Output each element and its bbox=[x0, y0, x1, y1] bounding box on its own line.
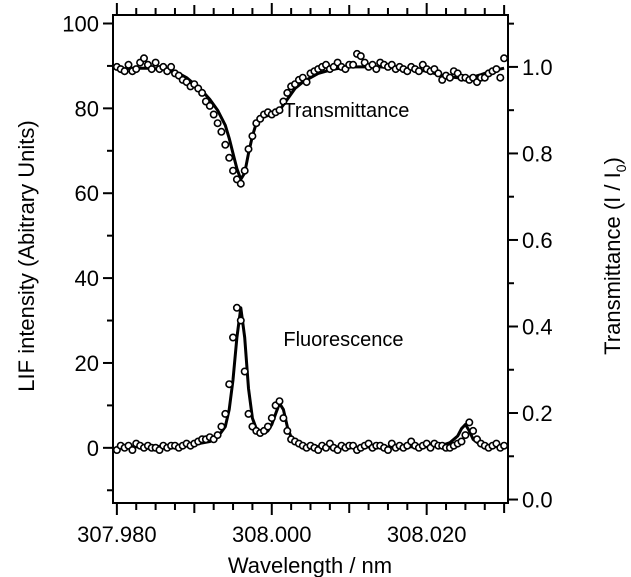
x-tick-label: 308.020 bbox=[387, 522, 467, 547]
transmittance-point bbox=[217, 127, 226, 136]
right-y-axis-title: Transmittance (I / I0) bbox=[600, 157, 629, 355]
transmittance-point bbox=[500, 54, 509, 63]
transmittance-point bbox=[445, 73, 454, 82]
fluorescence-point bbox=[229, 333, 238, 342]
fluorescence-point bbox=[128, 445, 137, 454]
transmittance-point bbox=[434, 69, 443, 78]
transmittance-point bbox=[275, 106, 284, 115]
right-y-axis-ticks: 0.0 0.2 0.4 0.6 0.8 1.0 bbox=[508, 22, 553, 513]
fluorescence-point bbox=[469, 426, 478, 435]
left-y-tick-label: 0 bbox=[87, 436, 99, 461]
plot-frame bbox=[112, 14, 509, 504]
transmittance-point bbox=[356, 52, 365, 61]
fluorescence-point bbox=[500, 441, 509, 450]
transmittance-point bbox=[225, 153, 234, 162]
transmittance-point bbox=[492, 65, 501, 74]
fluorescence-point bbox=[225, 380, 234, 389]
transmittance-point bbox=[496, 73, 505, 82]
x-axis-title: Wavelength / nm bbox=[228, 553, 392, 577]
fluorescence-point bbox=[465, 418, 474, 427]
transmittance-point bbox=[372, 65, 381, 74]
right-y-tick-label: 1.0 bbox=[522, 55, 553, 80]
right-y-tick-label: 0.8 bbox=[522, 141, 553, 166]
left-y-tick-label: 80 bbox=[75, 96, 99, 121]
transmittance-point bbox=[132, 65, 141, 74]
fluorescence-point bbox=[232, 303, 241, 312]
left-y-axis-title: LIF intensity (Abitrary Units) bbox=[14, 120, 39, 391]
right-y-tick-label: 0.0 bbox=[522, 488, 553, 513]
annotation-fluorescence: Fluorescence bbox=[283, 329, 403, 351]
fluorescence-point bbox=[267, 414, 276, 423]
fluorescence-point bbox=[236, 316, 245, 325]
right-y-axis-title-close: ) bbox=[600, 157, 625, 164]
transmittance-point bbox=[120, 67, 129, 76]
left-y-tick-label: 40 bbox=[75, 266, 99, 291]
transmittance-point bbox=[414, 67, 423, 76]
fluorescence-point bbox=[240, 367, 249, 376]
right-y-axis-title-main: Transmittance (I / I bbox=[600, 172, 625, 355]
data-points bbox=[112, 49, 509, 454]
transmittance-point bbox=[147, 65, 156, 74]
transmittance-point bbox=[167, 62, 176, 71]
fit-curves bbox=[116, 65, 505, 449]
fluorescence-point bbox=[275, 397, 284, 406]
right-y-tick-label: 0.2 bbox=[522, 401, 553, 426]
transmittance-point bbox=[240, 166, 249, 175]
transmittance-point bbox=[221, 140, 230, 149]
fluorescence-point bbox=[383, 445, 392, 454]
fluorescence-point bbox=[283, 426, 292, 435]
transmittance-point bbox=[151, 58, 160, 67]
transmittance-point bbox=[198, 88, 207, 97]
right-y-tick-label: 0.4 bbox=[522, 314, 553, 339]
transmittance-point bbox=[140, 54, 149, 63]
transmittance-point bbox=[205, 101, 214, 110]
right-y-tick-label: 0.6 bbox=[522, 228, 553, 253]
fluorescence-point bbox=[221, 409, 230, 418]
transmittance-point bbox=[209, 110, 218, 119]
right-y-axis-title-subscript: 0 bbox=[613, 164, 629, 172]
transmittance-point bbox=[244, 145, 253, 154]
left-y-tick-label: 60 bbox=[75, 181, 99, 206]
transmittance-point bbox=[302, 78, 311, 87]
fluorescence-point bbox=[217, 422, 226, 431]
transmittance-point bbox=[283, 88, 292, 97]
transmittance-fit-line bbox=[116, 65, 505, 181]
transmittance-point bbox=[248, 132, 257, 141]
left-y-tick-label: 20 bbox=[75, 351, 99, 376]
transmittance-point bbox=[279, 97, 288, 106]
transmittance-point bbox=[124, 60, 133, 69]
fluorescence-point bbox=[457, 437, 466, 446]
fluorescence-point bbox=[461, 431, 470, 440]
fluorescence-point bbox=[213, 431, 222, 440]
x-tick-label: 308.000 bbox=[232, 522, 312, 547]
transmittance-point bbox=[229, 166, 238, 175]
x-axis-ticks: 307.980 308.000 308.020 bbox=[77, 3, 506, 547]
left-y-tick-label: 100 bbox=[62, 11, 99, 36]
fluorescence-point bbox=[244, 409, 253, 418]
transmittance-point bbox=[349, 60, 358, 69]
x-tick-label: 307.980 bbox=[77, 522, 157, 547]
fluorescence-point bbox=[279, 414, 288, 423]
annotation-transmittance: Transmittance bbox=[283, 100, 409, 122]
fluorescence-point bbox=[263, 422, 272, 431]
left-y-axis-ticks: 0 20 40 60 80 100 bbox=[62, 11, 113, 492]
transmittance-point bbox=[213, 119, 222, 128]
transmittance-point bbox=[236, 179, 245, 188]
